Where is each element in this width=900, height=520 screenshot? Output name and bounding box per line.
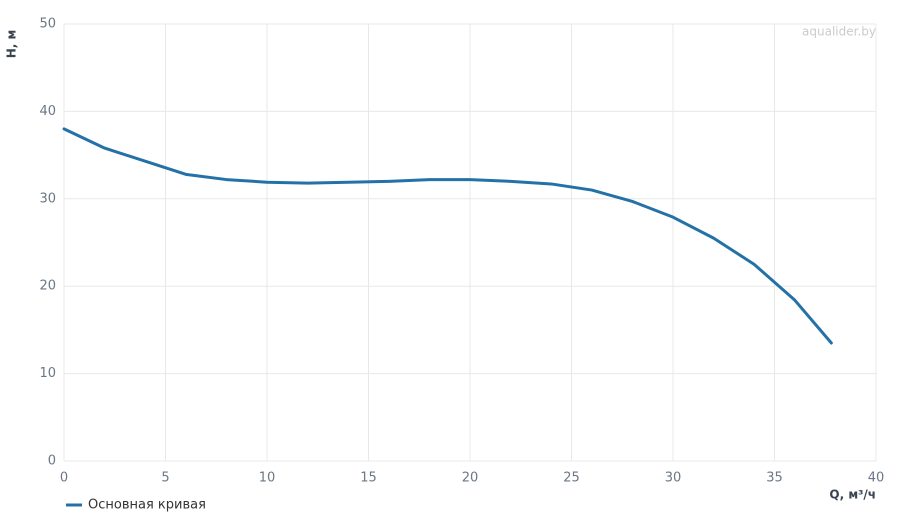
y-tick-label: 50 <box>39 17 56 32</box>
x-tick-label: 35 <box>766 471 783 486</box>
x-tick-label: 20 <box>462 471 479 486</box>
x-tick-label: 10 <box>259 471 276 486</box>
watermark: aqualider.by <box>802 25 876 39</box>
y-tick-label: 30 <box>39 191 56 206</box>
y-tick-label: 40 <box>39 104 56 119</box>
x-tick-label: 5 <box>161 471 169 486</box>
y-axis-label: H, м <box>5 30 19 59</box>
y-tick-label: 0 <box>48 454 56 469</box>
legend-label: Основная кривая <box>88 498 206 513</box>
y-tick-label: 10 <box>39 366 56 381</box>
x-tick-label: 0 <box>60 471 68 486</box>
x-tick-label: 40 <box>868 471 885 486</box>
y-tick-label: 20 <box>39 279 56 294</box>
x-tick-label: 25 <box>563 471 580 486</box>
x-tick-label: 30 <box>665 471 682 486</box>
x-axis-label: Q, м³/ч <box>829 488 876 502</box>
line <box>62 127 833 345</box>
x-tick-label: 15 <box>360 471 377 486</box>
